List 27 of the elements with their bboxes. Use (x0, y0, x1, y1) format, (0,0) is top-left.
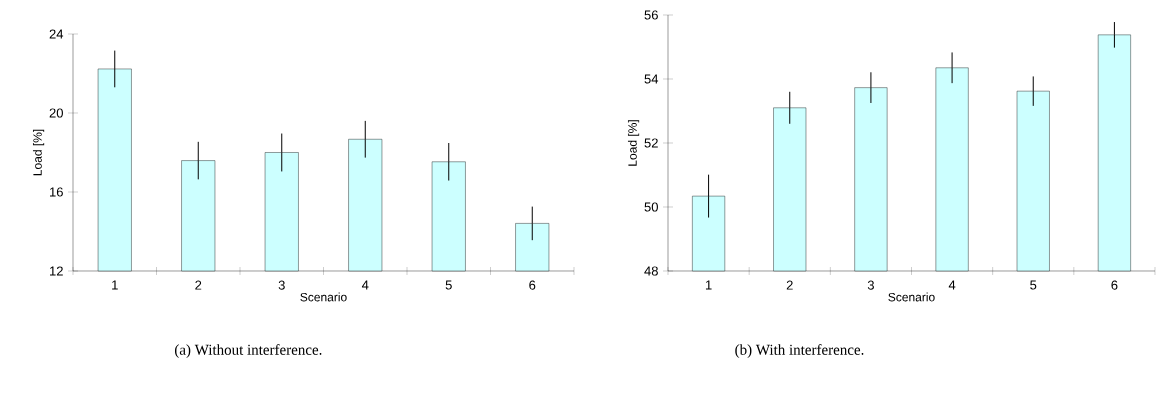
y-tick-label: 24 (49, 29, 64, 39)
x-tick-label: 2 (195, 280, 202, 290)
y-tick-label: 16 (50, 187, 63, 197)
x-axis-title: Scenario (300, 292, 347, 302)
y-tick-label: 20 (49, 108, 63, 118)
x-axis-title: Scenario (888, 292, 935, 302)
y-tick-label: 50 (644, 202, 658, 212)
y-tick-label: 48 (644, 266, 658, 276)
y-tick-label: 54 (644, 74, 659, 84)
x-tick-label: 6 (1111, 280, 1118, 290)
x-tick-label: 2 (786, 280, 793, 290)
y-axis-title: Load [%] (627, 120, 640, 166)
y-tick-label: 56 (644, 10, 658, 20)
x-tick-label: 4 (361, 280, 369, 290)
x-tick-label: 1 (705, 280, 712, 290)
x-tick-label: 5 (445, 280, 452, 290)
x-tick-label: 6 (529, 280, 536, 290)
y-tick-label: 52 (644, 138, 658, 148)
x-tick-label: 3 (867, 280, 874, 290)
x-tick-label: 4 (948, 280, 956, 290)
y-axis-title: Load [%] (32, 129, 45, 176)
y-tick-label: 12 (50, 266, 63, 276)
x-tick-label: 5 (1030, 280, 1037, 290)
text: (a) Without interference. (174, 344, 322, 358)
x-tick-label: 1 (112, 280, 118, 290)
text: (b) With interference. (735, 344, 864, 358)
x-tick-label: 3 (278, 280, 285, 290)
